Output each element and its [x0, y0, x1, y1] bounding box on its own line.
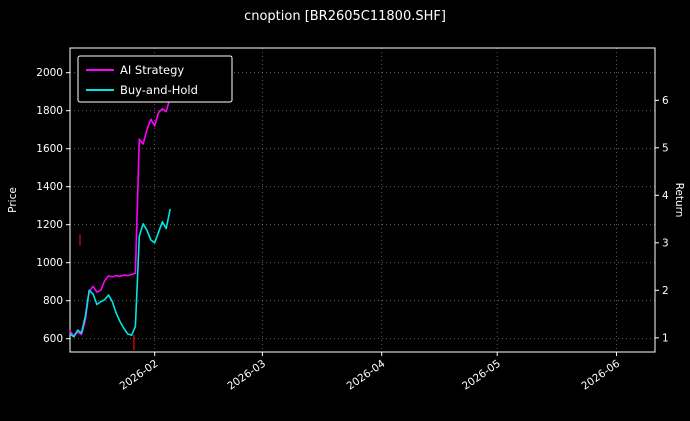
date-tick-label: 2026-06: [579, 357, 622, 392]
legend-label-buy-and-hold: Buy-and-Hold: [120, 83, 198, 97]
date-tick-label: 2026-03: [225, 358, 268, 393]
return-tick-label: 6: [662, 95, 669, 107]
return-tick-label: 1: [662, 332, 669, 344]
legend: AI Strategy Buy-and-Hold: [77, 55, 233, 103]
price-tick-label: 2000: [36, 67, 63, 79]
price-tick-label: 600: [43, 333, 63, 345]
price-tick-label: 1400: [36, 181, 63, 193]
legend-box: [77, 55, 233, 103]
legend-label-ai-strategy: AI Strategy: [120, 63, 184, 77]
return-tick-label: 4: [662, 190, 669, 202]
price-tick-label: 800: [43, 295, 63, 307]
plot-border: [69, 47, 656, 353]
price-tick-label: 1600: [36, 143, 63, 155]
chart-title: cnoption [BR2605C11800.SHF]: [244, 9, 446, 24]
date-tick-label: 2026-04: [345, 357, 388, 392]
date-tick-label: 2026-05: [460, 358, 503, 393]
return-tick-label: 3: [662, 237, 669, 249]
return-tick-label: 5: [662, 142, 669, 154]
price-tick-label: 1000: [36, 257, 63, 269]
price-tick-label: 1800: [36, 105, 63, 117]
buy-and-hold-line: [69, 208, 171, 338]
date-tick-label: 2026-02: [118, 358, 161, 393]
return-tick-label: 2: [662, 285, 669, 297]
price-tick-label: 1200: [36, 219, 63, 231]
